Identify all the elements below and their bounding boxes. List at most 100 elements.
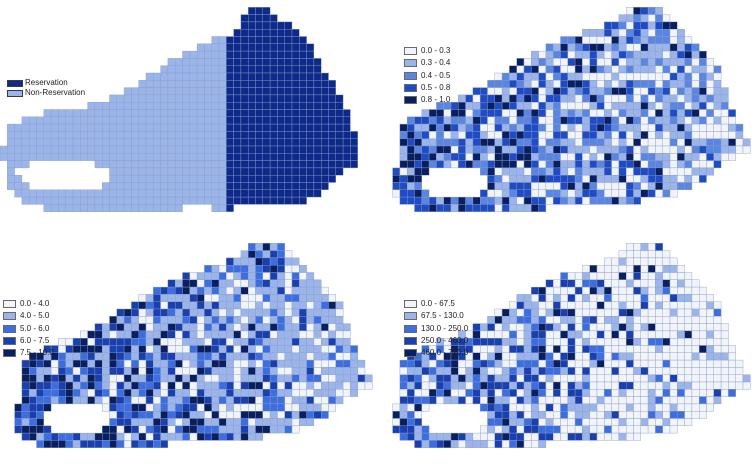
map-cell (589, 167, 598, 176)
map-cell (545, 316, 554, 324)
map-cell (145, 367, 154, 375)
map-cell (582, 94, 590, 103)
map-cell (233, 116, 242, 125)
map-cell (167, 72, 176, 81)
map-cell (589, 316, 598, 324)
map-cell (109, 145, 118, 154)
map-cell (611, 29, 620, 37)
map-cell (196, 72, 205, 81)
map-cell (255, 308, 264, 317)
map-cell (182, 182, 191, 191)
map-cell (567, 337, 576, 346)
map-cell (691, 80, 700, 88)
map-cell (153, 440, 161, 448)
map-cell (589, 43, 598, 52)
map-cell (574, 294, 583, 302)
map-cell (116, 174, 125, 183)
map-cell (240, 123, 249, 132)
map-cell (109, 337, 118, 346)
map-cell (240, 131, 249, 139)
map-cell (706, 101, 715, 110)
map-cell (211, 330, 220, 339)
map-reservation (0, 7, 358, 212)
map-cell (552, 50, 561, 59)
map-cell (299, 182, 307, 191)
map-cell (240, 403, 249, 412)
map-cell (72, 352, 81, 361)
map-cell (560, 80, 569, 88)
map-cell (211, 131, 220, 139)
map-cell (509, 381, 517, 390)
map-cell (138, 167, 147, 176)
map-cell (538, 116, 547, 125)
map-cell (625, 352, 634, 361)
map-cell (240, 138, 249, 147)
map-cell (414, 196, 423, 205)
map-cell (625, 36, 634, 45)
map-cell (145, 345, 154, 354)
map-cell (247, 167, 256, 176)
map-cell (306, 189, 315, 198)
map-cell (662, 330, 671, 339)
map-cell (321, 381, 329, 390)
map-cell (684, 396, 693, 405)
map-cell (713, 101, 722, 110)
map-cell (101, 196, 110, 205)
map-cell (523, 167, 532, 176)
map-cell (226, 265, 234, 273)
map-cell (211, 316, 220, 324)
map-cell (262, 14, 271, 23)
map-cell (465, 196, 474, 205)
map-cell (255, 94, 264, 103)
map-cell (538, 359, 547, 368)
map-cell (233, 367, 242, 375)
map-cell (196, 410, 205, 419)
map-cell (735, 145, 744, 154)
map-cell (36, 367, 45, 375)
map-cell (247, 94, 256, 103)
map-cell (291, 160, 300, 169)
map-cell (277, 374, 285, 383)
map-cell (560, 50, 569, 59)
map-cell (167, 145, 176, 154)
map-cell (14, 131, 23, 139)
map-cell (262, 337, 271, 346)
map-cell (611, 196, 620, 205)
map-cell (625, 279, 634, 288)
map-cell (509, 330, 517, 339)
legend-swatch (404, 96, 417, 105)
map-cell (284, 323, 293, 332)
map-cell (335, 316, 344, 324)
legend-swatch (7, 79, 23, 87)
map-cell (611, 189, 620, 198)
map-cell (174, 101, 183, 110)
map-cell (604, 58, 612, 66)
map-cell (247, 257, 256, 266)
map-cell (262, 160, 271, 169)
map-cell (655, 138, 663, 147)
map-cell (138, 138, 147, 147)
map-cell (472, 196, 481, 205)
map-cell (735, 381, 744, 390)
map-cell (299, 87, 307, 96)
map-cell (589, 359, 598, 368)
map-cell (145, 330, 154, 339)
map-cell (574, 174, 583, 183)
map-cell (596, 58, 605, 66)
map-cell (321, 174, 329, 183)
map-cell (699, 72, 707, 81)
map-cell (299, 123, 307, 132)
map-cell (582, 65, 590, 74)
map-cell (582, 323, 590, 332)
map-cell (640, 410, 649, 419)
map-cell (647, 337, 656, 346)
map-cell (131, 316, 139, 324)
map-cell (567, 418, 576, 427)
map-cell (247, 160, 256, 169)
map-cell (655, 272, 663, 281)
map-cell (196, 160, 205, 169)
map-cell (306, 352, 315, 361)
map-cell (552, 182, 561, 191)
map-cell (392, 425, 401, 434)
map-cell (640, 279, 649, 288)
